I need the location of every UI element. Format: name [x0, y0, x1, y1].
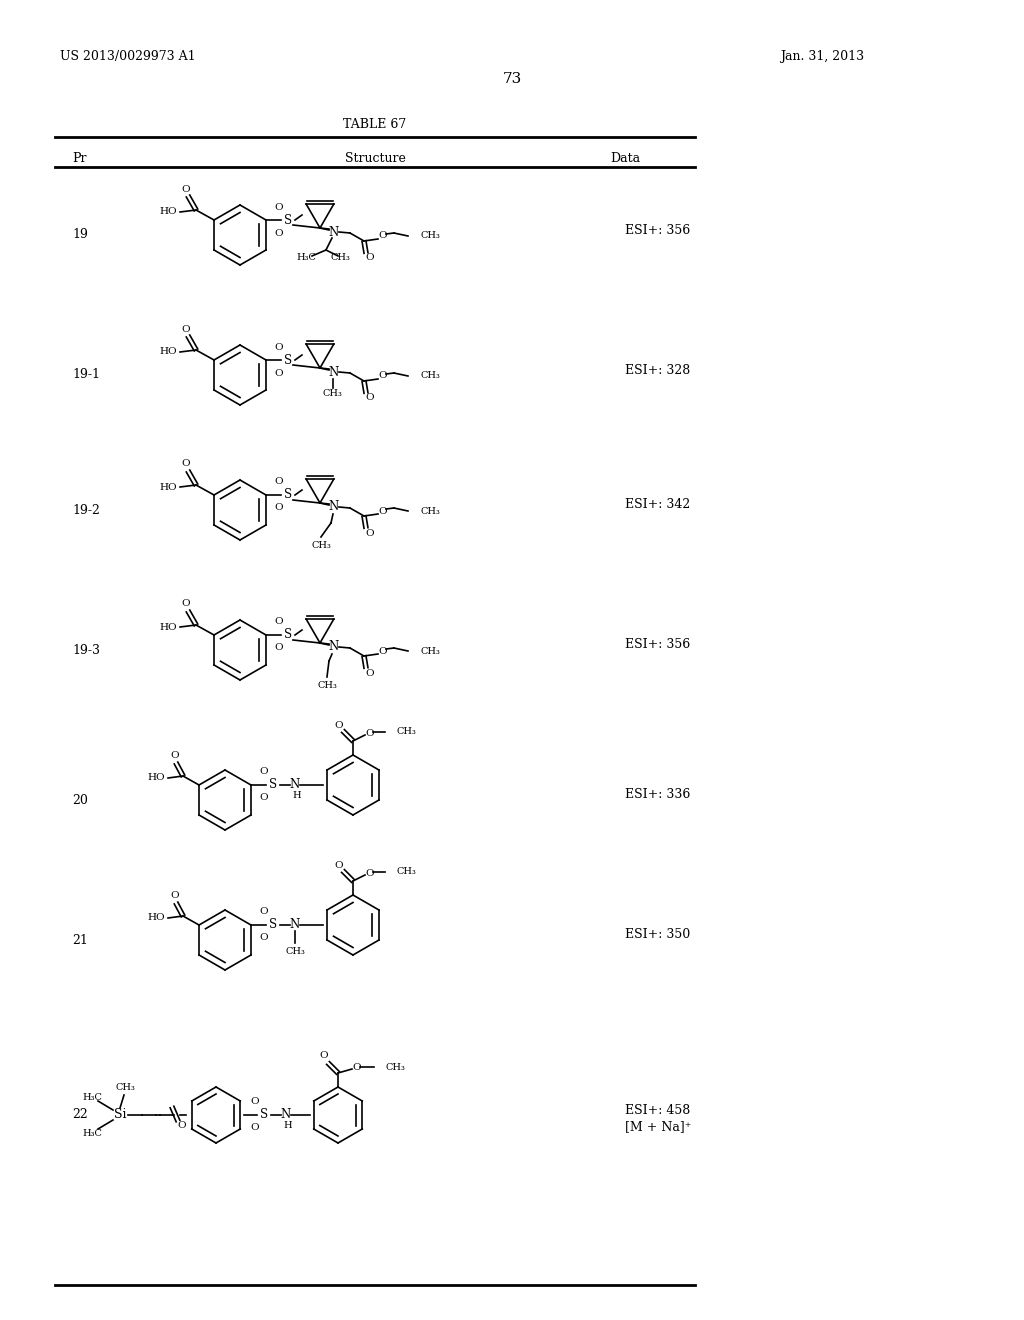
Text: S: S: [284, 214, 292, 227]
Text: CH₃: CH₃: [421, 371, 441, 380]
Text: N: N: [329, 640, 339, 653]
Text: CH₃: CH₃: [421, 647, 441, 656]
Text: 20: 20: [72, 793, 88, 807]
Text: TABLE 67: TABLE 67: [343, 117, 407, 131]
Text: HO: HO: [159, 347, 177, 356]
Text: N: N: [329, 226, 339, 239]
Text: H: H: [293, 792, 301, 800]
Text: 19: 19: [72, 228, 88, 242]
Text: [M + Na]⁺: [M + Na]⁺: [625, 1121, 691, 1134]
Text: O: O: [379, 371, 387, 380]
Text: H₃C: H₃C: [82, 1093, 102, 1101]
Text: O: O: [335, 861, 343, 870]
Text: HO: HO: [159, 207, 177, 216]
Text: O: O: [379, 647, 387, 656]
Text: O: O: [274, 228, 284, 238]
Text: O: O: [181, 599, 190, 609]
Text: US 2013/0029973 A1: US 2013/0029973 A1: [60, 50, 196, 63]
Text: Pr: Pr: [72, 152, 86, 165]
Text: HO: HO: [147, 913, 165, 923]
Text: O: O: [260, 767, 268, 776]
Text: ESI+: 350: ESI+: 350: [625, 928, 690, 941]
Text: S: S: [284, 628, 292, 642]
Text: 19-2: 19-2: [72, 503, 100, 516]
Text: 22: 22: [72, 1109, 88, 1122]
Text: ESI+: 336: ESI+: 336: [625, 788, 690, 801]
Text: O: O: [274, 478, 284, 487]
Text: ESI+: 342: ESI+: 342: [625, 499, 690, 511]
Text: O: O: [178, 1121, 186, 1130]
Text: CH₃: CH₃: [115, 1082, 135, 1092]
Text: O: O: [274, 618, 284, 627]
Text: O: O: [366, 253, 375, 263]
Text: H₃C: H₃C: [82, 1129, 102, 1138]
Text: 19-1: 19-1: [72, 368, 100, 381]
Text: O: O: [366, 668, 375, 677]
Text: O: O: [260, 793, 268, 803]
Text: O: O: [319, 1052, 329, 1060]
Text: Data: Data: [610, 152, 640, 165]
Text: 73: 73: [503, 73, 521, 86]
Text: O: O: [274, 503, 284, 512]
Text: ESI+: 356: ESI+: 356: [625, 223, 690, 236]
Text: 19-3: 19-3: [72, 644, 100, 656]
Text: O: O: [171, 751, 179, 760]
Text: CH₃: CH₃: [285, 946, 305, 956]
Text: CH₃: CH₃: [330, 253, 350, 263]
Text: Structure: Structure: [344, 152, 406, 165]
Text: S: S: [269, 919, 278, 932]
Text: O: O: [366, 393, 375, 403]
Text: O: O: [274, 644, 284, 652]
Text: O: O: [260, 908, 268, 916]
Text: O: O: [274, 202, 284, 211]
Text: O: O: [171, 891, 179, 900]
Text: N: N: [329, 366, 339, 379]
Text: O: O: [181, 185, 190, 194]
Text: N: N: [329, 500, 339, 513]
Text: O: O: [379, 507, 387, 516]
Text: O: O: [366, 528, 375, 537]
Text: S: S: [260, 1109, 268, 1122]
Text: O: O: [181, 459, 190, 469]
Text: 21: 21: [72, 933, 88, 946]
Text: CH₃: CH₃: [397, 867, 417, 876]
Text: O: O: [260, 933, 268, 942]
Text: O: O: [274, 342, 284, 351]
Text: ESI+: 458: ESI+: 458: [625, 1104, 690, 1117]
Text: Jan. 31, 2013: Jan. 31, 2013: [780, 50, 864, 63]
Text: H₃C: H₃C: [296, 253, 316, 263]
Text: CH₃: CH₃: [397, 727, 417, 737]
Text: O: O: [251, 1123, 259, 1133]
Text: CH₃: CH₃: [385, 1063, 404, 1072]
Text: H: H: [284, 1122, 292, 1130]
Text: ESI+: 328: ESI+: 328: [625, 363, 690, 376]
Text: S: S: [284, 488, 292, 502]
Text: HO: HO: [159, 483, 177, 491]
Text: CH₃: CH₃: [421, 231, 441, 240]
Text: N: N: [290, 919, 300, 932]
Text: CH₃: CH₃: [421, 507, 441, 516]
Text: ESI+: 356: ESI+: 356: [625, 639, 690, 652]
Text: Si: Si: [114, 1109, 126, 1122]
Text: O: O: [335, 721, 343, 730]
Text: O: O: [274, 368, 284, 378]
Text: HO: HO: [159, 623, 177, 631]
Text: O: O: [251, 1097, 259, 1106]
Text: N: N: [281, 1109, 291, 1122]
Text: CH₃: CH₃: [317, 681, 337, 690]
Text: O: O: [181, 325, 190, 334]
Text: HO: HO: [147, 774, 165, 783]
Text: S: S: [269, 779, 278, 792]
Text: CH₃: CH₃: [322, 389, 342, 399]
Text: CH₃: CH₃: [311, 541, 331, 550]
Text: O: O: [366, 729, 375, 738]
Text: O: O: [352, 1063, 361, 1072]
Text: O: O: [379, 231, 387, 240]
Text: O: O: [366, 869, 375, 878]
Text: N: N: [290, 779, 300, 792]
Text: S: S: [284, 354, 292, 367]
